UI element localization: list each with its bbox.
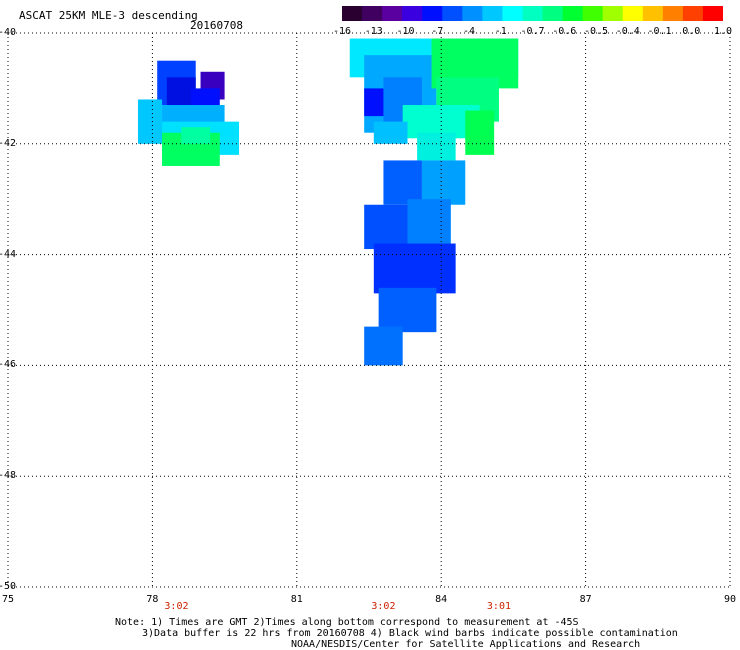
color-scale-label: -7: [431, 26, 444, 37]
longitude-label: 90: [723, 594, 737, 605]
map-date: 20160708: [190, 19, 243, 32]
color-scale-swatch: [562, 6, 584, 21]
color-scale-swatch: [522, 6, 544, 21]
swath-cell: [421, 160, 466, 205]
swath-cell: [407, 199, 451, 250]
longitude-label: 84: [435, 594, 448, 605]
swath-cell: [373, 243, 456, 294]
color-scale-swatch: [342, 6, 363, 21]
latitude-label: -44: [0, 248, 17, 260]
swath-cell: [378, 287, 437, 333]
color-scale-swatch: [622, 6, 644, 21]
time-label: 3:02: [371, 601, 396, 612]
color-scale-swatch: [462, 6, 483, 21]
longitude-label: 75: [1, 594, 15, 605]
color-scale-bar: [342, 6, 723, 21]
swath-cell: [137, 99, 163, 144]
swath-cell: [383, 160, 422, 205]
longitude-label: 78: [146, 594, 159, 605]
color-scale-label: -0.4: [615, 26, 640, 37]
color-scale-swatch: [602, 6, 624, 21]
color-scale-swatch: [402, 6, 423, 21]
color-scale-swatch: [582, 6, 604, 21]
color-scale-label: -0.5: [583, 26, 609, 37]
color-scale-swatch: [362, 6, 383, 21]
color-scale-label: 0.0: [682, 26, 701, 37]
map-title: ASCAT 25KM MLE-3 descending: [19, 9, 198, 22]
color-scale-swatch: [442, 6, 463, 21]
color-scale-label: -16: [332, 26, 352, 37]
latitude-label: -42: [0, 137, 17, 149]
note-line-2: 3)Data buffer is 22 hrs from 20160708 4)…: [142, 628, 678, 639]
color-scale-label: -0.7: [520, 26, 545, 37]
color-scale-label: -0.1: [647, 26, 672, 37]
swath-cell: [364, 204, 413, 250]
swath-cell: [417, 132, 456, 161]
latitude-label: -46: [0, 359, 17, 371]
swath-cell: [364, 88, 384, 117]
note-line-1: Note: 1) Times are GMT 2)Times along bot…: [115, 617, 579, 628]
color-scale-swatch: [422, 6, 443, 21]
color-scale-label: -10: [396, 26, 415, 37]
color-scale-swatch: [382, 6, 403, 21]
color-scale-swatch: [542, 6, 564, 21]
swath-cell: [465, 110, 495, 155]
latitude-label: -40: [0, 27, 17, 38]
color-scale-swatch: [662, 6, 684, 21]
color-scale-swatch: [502, 6, 524, 21]
color-scale-swatch: [682, 6, 704, 21]
color-scale-label: 1.0: [713, 26, 733, 37]
latitude-label: -48: [0, 470, 17, 482]
time-label: 3:02: [164, 601, 189, 612]
color-scale-swatch: [702, 6, 723, 21]
longitude-label: 87: [579, 594, 592, 605]
color-scale-label: -13: [364, 26, 383, 37]
swath-cell: [373, 121, 408, 144]
time-label: 3:01: [486, 601, 511, 612]
color-scale-label: -4: [462, 26, 476, 37]
swath-cell: [364, 326, 403, 366]
latitude-label: -50: [0, 581, 17, 592]
color-scale-swatch: [482, 6, 504, 21]
color-scale-label: -1: [494, 26, 507, 37]
color-scale-label: -0.6: [552, 26, 577, 37]
note-line-3: NOAA/NESDIS/Center for Satellite Applica…: [291, 639, 641, 650]
color-scale-swatch: [642, 6, 664, 21]
swath-cell: [181, 127, 211, 144]
longitude-label: 81: [290, 594, 303, 605]
